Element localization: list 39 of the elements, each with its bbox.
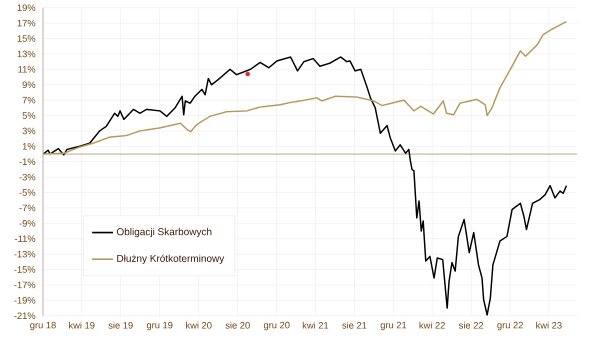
x-tick-label: gru 22 [497, 322, 523, 330]
y-tick-label: -15% [14, 266, 36, 273]
x-tick-label: sie 22 [458, 322, 484, 329]
y-tick-label: 15% [18, 35, 36, 42]
y-tick-label: 17% [18, 20, 36, 27]
y-tick-label: 1% [22, 143, 36, 150]
y-tick-label: -1% [19, 158, 36, 166]
x-tick-label: kwi 20 [186, 322, 212, 329]
y-tick-label: 7% [22, 97, 36, 104]
x-tick-label: sie 20 [226, 322, 250, 329]
y-tick-label: -11% [14, 236, 36, 242]
y-tick-label: -17% [14, 282, 36, 288]
y-tick-label: -13% [14, 250, 36, 258]
x-tick-label: sie 19 [108, 322, 133, 329]
legend-label: Obligacji Skarbowych [116, 228, 212, 238]
legend-label: Dłużny Krótkoterminowy [117, 254, 224, 264]
x-tick-label: kwi 22 [420, 322, 445, 329]
line-series [42, 56, 568, 316]
x-tick-label: gru 21 [380, 322, 406, 330]
x-tick-label: gru 19 [146, 322, 172, 330]
x-tick-label: gru 18 [30, 322, 56, 330]
y-tick-label: 19% [18, 4, 36, 12]
y-tick-label: -9% [19, 220, 36, 227]
y-tick-label: 3% [22, 128, 36, 134]
x-tick-label: kwi 21 [302, 322, 328, 329]
y-tick-label: -5% [19, 189, 36, 196]
y-tick-label: -19% [14, 297, 36, 304]
y-tick-label: -7% [19, 204, 36, 212]
x-tick-label: kwi 23 [536, 322, 562, 329]
x-tick-label: sie 21 [342, 322, 366, 329]
y-tick-label: 5% [22, 112, 36, 119]
x-tick-label: kwi 19 [69, 322, 94, 329]
y-tick-label: 11% [18, 66, 36, 73]
y-tick-label: 13% [18, 50, 36, 58]
y-tick-label: 9% [22, 82, 36, 88]
y-tick-label: -21% [14, 312, 36, 320]
y-tick-label: -3% [19, 174, 36, 181]
x-tick-label: gru 20 [264, 322, 290, 330]
line-series [42, 20, 568, 155]
